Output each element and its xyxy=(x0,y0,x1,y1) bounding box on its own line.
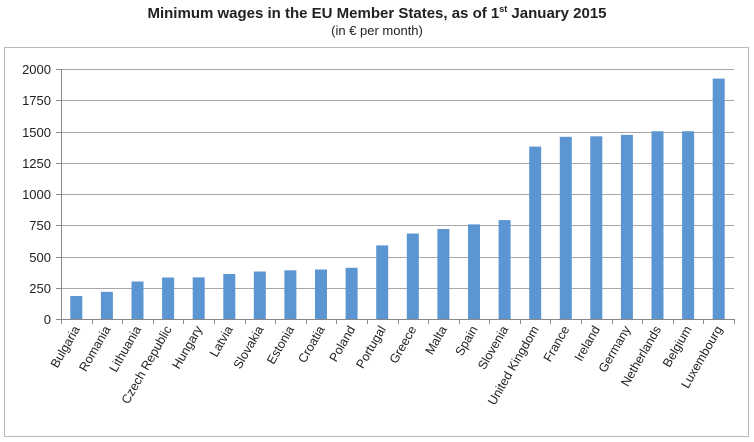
bar-greece xyxy=(406,233,419,319)
bar-belgium xyxy=(682,131,695,320)
chart-frame xyxy=(4,47,749,437)
x-tick-label: Poland xyxy=(327,323,359,364)
bar-czech-republic xyxy=(162,277,175,319)
chart-title-superscript: st xyxy=(499,4,508,14)
bar-slovenia xyxy=(498,220,511,319)
bar-bulgaria xyxy=(70,296,83,319)
x-tick-label: Portugal xyxy=(353,324,388,371)
x-tick-label: Ireland xyxy=(572,323,603,363)
x-tick-label: Malta xyxy=(423,323,450,357)
y-tick-label: 2000 xyxy=(22,62,51,77)
chart-title-block: Minimum wages in the EU Member States, a… xyxy=(0,4,754,38)
y-tick-label: 1750 xyxy=(22,93,51,108)
bar-romania xyxy=(100,291,113,320)
bar-croatia xyxy=(315,269,327,319)
chart-title: Minimum wages in the EU Member States, a… xyxy=(0,4,754,22)
chart-title-main: Minimum wages in the EU Member States, a… xyxy=(147,5,500,22)
y-tick-label: 1500 xyxy=(22,125,51,140)
bar-malta xyxy=(437,229,450,319)
y-tick-label: 1000 xyxy=(22,187,51,202)
x-tick-label: Estonia xyxy=(264,323,297,366)
x-tick-label: Greece xyxy=(387,323,420,366)
y-tick-label: 500 xyxy=(29,250,51,265)
bar-spain xyxy=(468,224,480,319)
y-tick-label: 250 xyxy=(29,281,51,296)
y-tick-labels: 0 250 500 750 1000 1250 1500 1750 2000 xyxy=(22,62,51,327)
y-tick-label: 1250 xyxy=(22,156,51,171)
bar-poland xyxy=(345,267,358,320)
chart-subtitle: (in € per month) xyxy=(331,23,423,38)
bar-lithuania xyxy=(131,281,144,319)
x-tick-label: Hungary xyxy=(170,323,206,372)
x-tick-label: France xyxy=(541,323,573,364)
x-tick-label: Croatia xyxy=(295,323,327,365)
bar-ireland xyxy=(590,136,603,320)
bar-slovakia xyxy=(253,271,266,319)
bar-hungary xyxy=(192,277,205,319)
bar-united-kingdom xyxy=(529,146,542,319)
y-tick-label: 0 xyxy=(44,312,51,327)
bar-portugal xyxy=(376,245,389,319)
x-tick-label: Spain xyxy=(452,323,480,358)
axes xyxy=(61,69,735,324)
bar-luxembourg xyxy=(712,78,725,319)
bar-netherlands xyxy=(651,131,664,320)
bar-latvia xyxy=(223,274,236,319)
bar-estonia xyxy=(284,270,297,320)
chart-title-end: January 2015 xyxy=(507,5,607,22)
y-tick-label: 750 xyxy=(29,218,51,233)
x-tick-label: Latvia xyxy=(207,323,236,359)
bar-germany xyxy=(620,134,633,319)
bars xyxy=(70,78,725,320)
x-tick-label: Slovakia xyxy=(231,323,267,371)
bar-france xyxy=(559,136,572,320)
